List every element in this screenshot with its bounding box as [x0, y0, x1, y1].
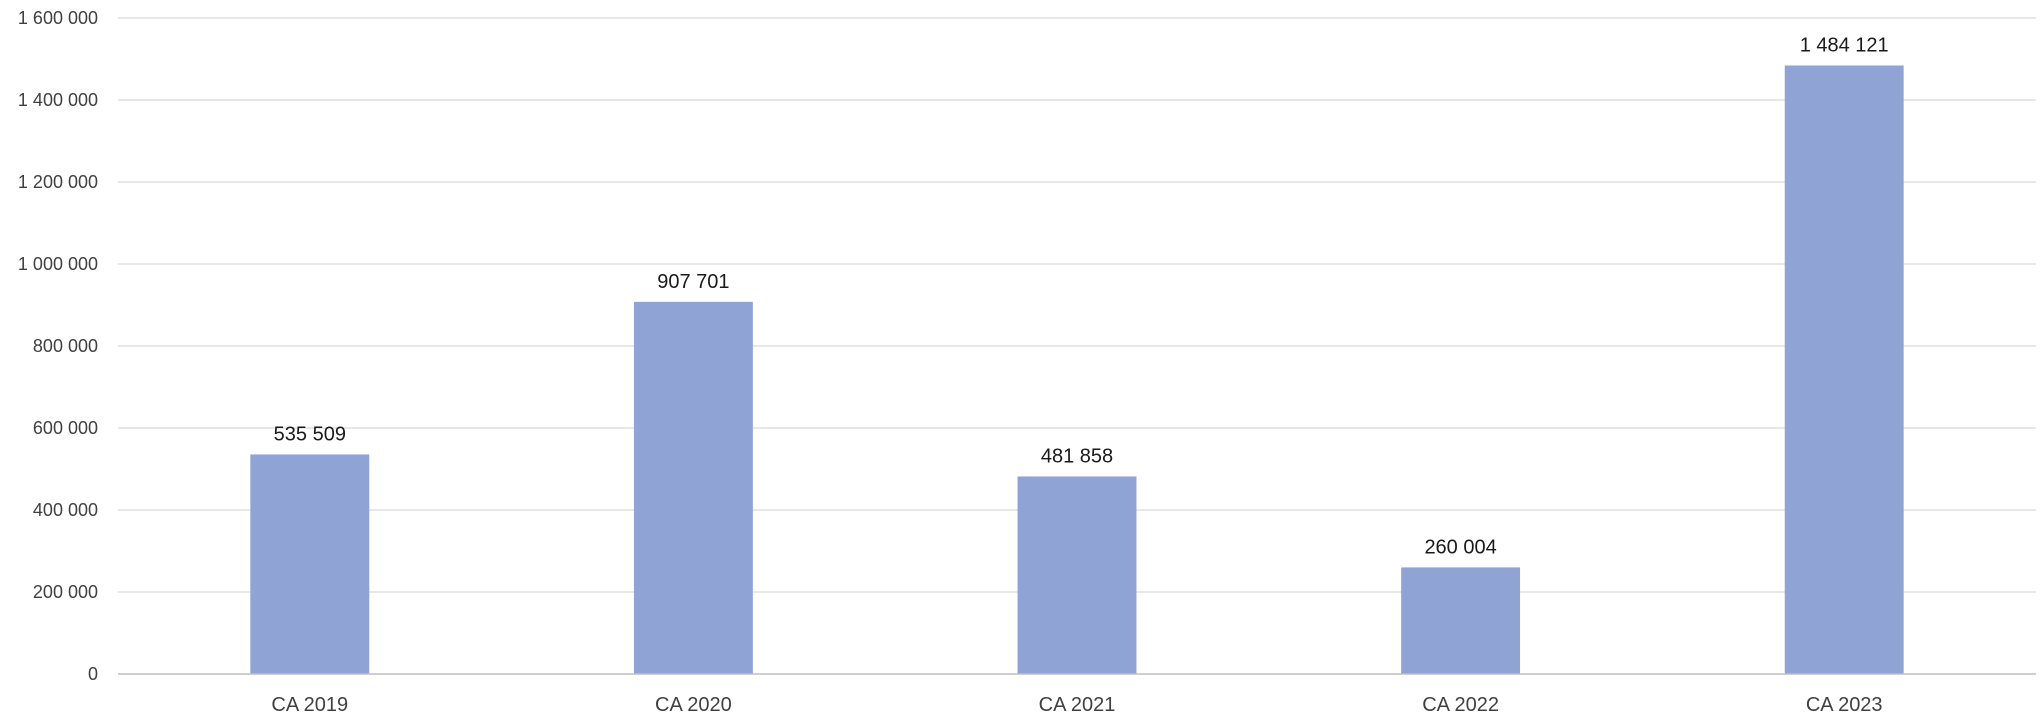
y-tick-label: 400 000 — [33, 500, 98, 520]
data-label: 535 509 — [274, 423, 346, 445]
x-category-label: CA 2022 — [1422, 694, 1499, 716]
bar — [1401, 567, 1521, 674]
y-tick-label: 0 — [88, 664, 98, 684]
x-axis-category-labels: CA 2019 CA 2020 CA 2021 CA 2022 CA 2023 — [271, 694, 1882, 716]
y-tick-label: 200 000 — [33, 582, 98, 602]
bar — [250, 454, 370, 674]
y-tick-label: 800 000 — [33, 336, 98, 356]
bar — [1784, 65, 1904, 675]
x-category-label: CA 2020 — [655, 694, 732, 716]
y-tick-label: 600 000 — [33, 418, 98, 438]
y-tick-label: 1 200 000 — [18, 172, 98, 192]
data-labels: 535 509 907 701 481 858 260 004 1 484 121 — [274, 35, 1889, 559]
data-label: 481 858 — [1041, 445, 1113, 467]
gridlines — [118, 17, 2036, 593]
x-category-label: CA 2023 — [1806, 694, 1883, 716]
data-label: 260 004 — [1424, 536, 1496, 558]
y-tick-label: 1 600 000 — [18, 8, 98, 28]
bar — [1017, 476, 1137, 674]
y-axis-tick-labels: 0 200 000 400 000 600 000 800 000 1 000 000 1 … — [18, 8, 98, 684]
bars — [250, 65, 1904, 675]
x-category-label: CA 2021 — [1039, 694, 1116, 716]
bar — [633, 301, 753, 674]
x-category-label: CA 2019 — [271, 694, 348, 716]
data-label: 1 484 121 — [1800, 35, 1889, 57]
y-tick-label: 1 400 000 — [18, 90, 98, 110]
y-tick-label: 1 000 000 — [18, 254, 98, 274]
data-label: 907 701 — [657, 271, 729, 293]
